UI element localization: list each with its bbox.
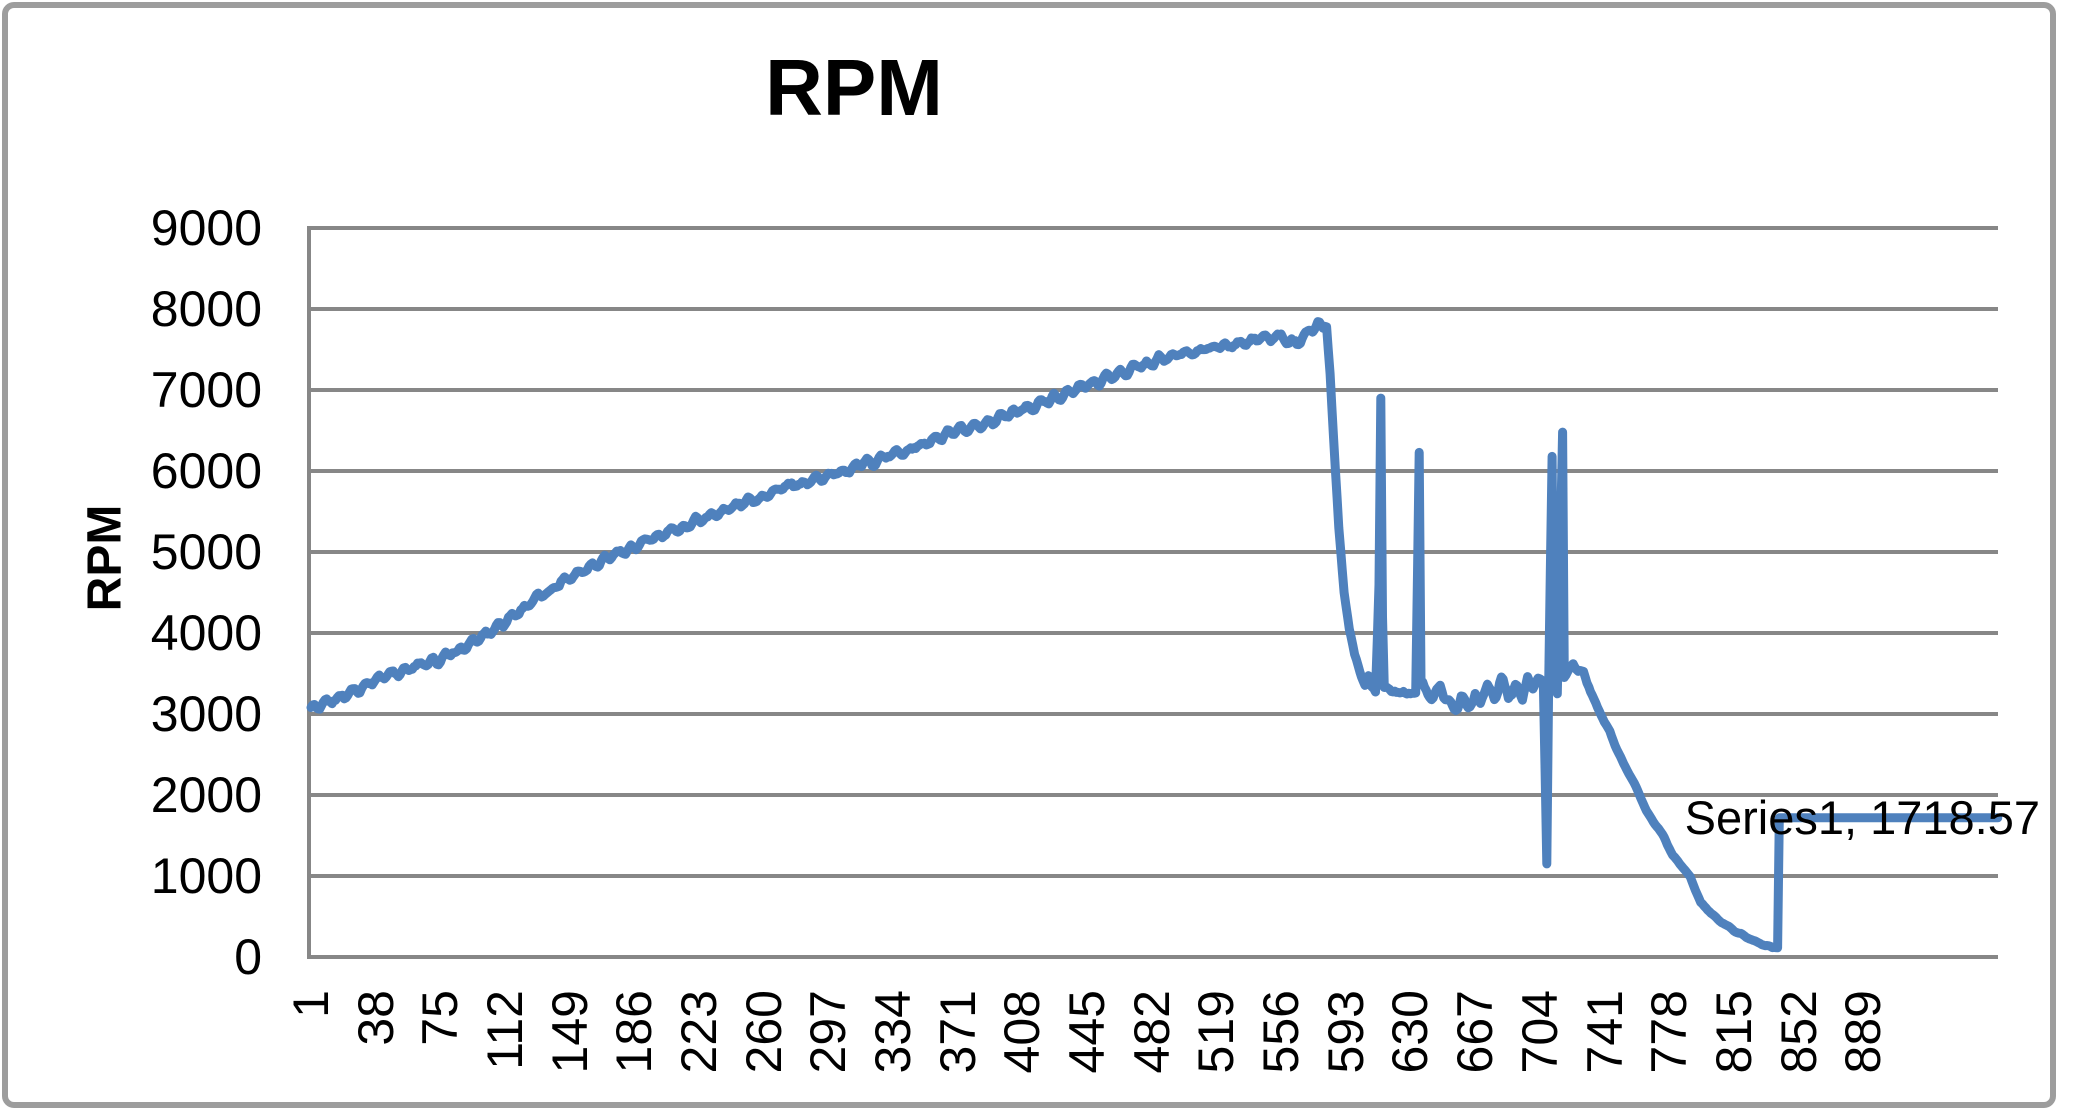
x-tick-label: 408 [994,990,1051,1074]
x-tick-label: 223 [671,990,728,1074]
x-tick-label: 778 [1641,990,1698,1074]
y-tick-label: 7000 [150,362,262,418]
series-data-label: Series1, 1718.57 [1684,791,2040,844]
x-tick-label: 630 [1382,990,1439,1074]
chart-title: RPM [765,43,943,132]
y-tick-label: 8000 [150,281,262,337]
series-line [306,317,2003,953]
x-tick-label: 704 [1511,990,1568,1074]
x-tick-label: 38 [347,990,404,1046]
x-tick-label: 371 [929,990,986,1074]
chart-border [2,2,2056,1108]
x-tick-label: 741 [1576,990,1633,1074]
x-tick-label: 260 [735,990,792,1074]
x-tick-label: 149 [541,990,598,1074]
x-tick-label: 75 [412,990,469,1046]
x-tick-label: 519 [1188,990,1245,1074]
y-tick-label: 0 [234,929,262,985]
y-tick-label: 4000 [150,605,262,661]
y-tick-label: 2000 [150,767,262,823]
y-tick-label: 5000 [150,524,262,580]
x-tick-label: 445 [1059,990,1116,1074]
y-tick-label: 6000 [150,443,262,499]
y-tick-label: 9000 [150,200,262,256]
y-tick-label: 1000 [150,848,262,904]
x-tick-label: 186 [606,990,663,1074]
x-tick-label: 852 [1770,990,1827,1074]
x-tick-label: 667 [1447,990,1504,1074]
x-tick-label: 112 [477,990,534,1070]
x-tick-label: 297 [800,990,857,1074]
y-tick-label: 3000 [150,686,262,742]
x-tick-label: 1 [283,990,339,1018]
x-tick-label: 334 [865,990,922,1074]
x-tick-label: 815 [1705,990,1762,1074]
x-tick-label: 482 [1123,990,1180,1074]
x-tick-label: 593 [1317,990,1374,1074]
x-tick-label: 889 [1835,990,1892,1074]
x-tick-label: 556 [1253,990,1310,1074]
